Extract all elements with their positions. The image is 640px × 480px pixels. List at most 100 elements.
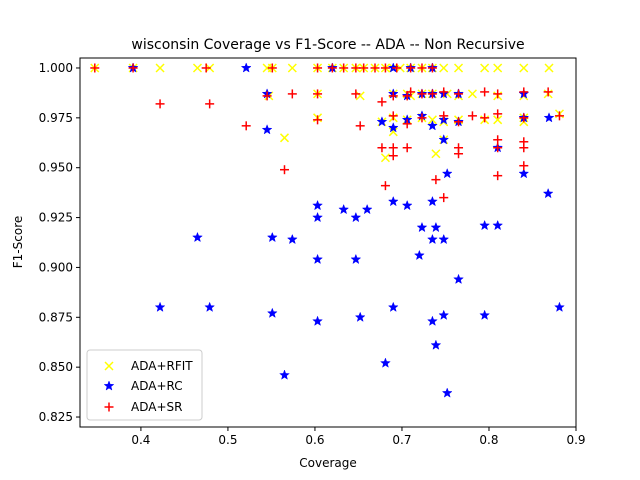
legend-markers — [103, 361, 115, 412]
y-tick-label: 0.950 — [39, 161, 73, 175]
sr-point — [370, 63, 380, 73]
rc-point — [413, 249, 425, 261]
rc-point — [401, 199, 413, 211]
rc-point — [354, 311, 366, 322]
sr-point — [90, 63, 100, 73]
rc-point — [426, 195, 438, 207]
x-axis-label: Coverage — [299, 456, 357, 470]
sr-point — [519, 137, 529, 147]
sr-point — [454, 149, 464, 159]
sr-point — [388, 151, 398, 161]
rc-point — [438, 233, 450, 245]
rc-point — [441, 387, 453, 398]
rc-point — [479, 309, 491, 320]
x-tick-label: 0.9 — [566, 433, 585, 447]
x-tick-label: 0.7 — [392, 433, 411, 447]
sr-point — [262, 91, 272, 101]
sr-point — [313, 63, 323, 73]
rc-point — [312, 211, 323, 223]
sr-point — [417, 113, 427, 123]
sr-point — [480, 87, 490, 97]
rc-point — [387, 301, 399, 312]
rfit-point — [431, 149, 441, 159]
sr-point — [417, 63, 427, 73]
sr-point — [454, 117, 464, 127]
rfit-point — [279, 133, 290, 143]
legend-label-rfit: ADA+RFIT — [131, 359, 193, 373]
sr-point — [493, 109, 503, 119]
rc-point — [426, 120, 438, 131]
rc-point — [312, 199, 323, 211]
rfit-point — [493, 115, 503, 125]
sr-point — [493, 135, 503, 145]
sr-point — [380, 181, 390, 191]
sr-point — [355, 121, 365, 131]
sr-point — [519, 161, 529, 171]
rfit-point — [192, 63, 203, 73]
sr-point — [205, 99, 215, 109]
sr-point — [287, 89, 297, 99]
legend-marker-sr — [104, 402, 114, 412]
sr-point — [388, 111, 398, 121]
sr-point — [493, 143, 503, 153]
rc-point — [376, 116, 388, 127]
rfit-point — [480, 63, 490, 73]
rc-point — [350, 211, 362, 223]
rc-point — [387, 122, 399, 133]
rfit-point — [544, 63, 554, 73]
y-tick-label: 0.975 — [39, 111, 73, 125]
y-tick-label: 0.875 — [39, 310, 73, 324]
rc-point — [279, 369, 290, 380]
rfit-point — [155, 63, 165, 73]
rc-point — [438, 309, 450, 320]
legend-label-sr: ADA+SR — [131, 400, 182, 414]
sr-point — [467, 111, 477, 121]
sr-point — [543, 87, 553, 97]
y-tick-label: 0.825 — [39, 410, 73, 424]
x-tick-label: 0.5 — [218, 433, 237, 447]
sr-point — [454, 89, 464, 99]
sr-point — [392, 63, 402, 73]
rc-point — [426, 315, 438, 326]
sr-point — [351, 63, 361, 73]
rfit-point — [287, 63, 297, 73]
rc-point — [430, 339, 442, 350]
rfit-point — [427, 115, 437, 125]
rfit-point — [453, 63, 464, 73]
rc-point — [543, 112, 555, 123]
sr-point — [377, 143, 387, 153]
plot-frame — [79, 57, 577, 428]
rc-point — [441, 167, 453, 179]
rfit-point — [519, 63, 529, 73]
sr-point — [519, 113, 529, 123]
sr-point — [279, 165, 289, 175]
sr-point — [417, 89, 427, 99]
x-axis: 0.4 0.5 0.6 0.7 0.8 0.9 — [131, 427, 586, 447]
sr-point — [554, 111, 564, 121]
rc-point — [426, 233, 438, 245]
rc-point — [204, 301, 216, 312]
sr-point — [439, 87, 449, 97]
rc-point — [312, 253, 323, 265]
sr-point — [427, 63, 437, 73]
rc-point — [438, 134, 450, 145]
sr-point — [431, 175, 441, 185]
y-tick-label: 0.925 — [39, 211, 73, 225]
legend: ADA+RFIT ADA+RC ADA+SR — [86, 349, 203, 421]
rc-point — [350, 253, 362, 265]
rc-point — [542, 187, 554, 199]
sr-point — [519, 87, 529, 97]
rc-point — [266, 307, 278, 318]
sr-point — [380, 63, 390, 73]
y-tick-label: 1.000 — [39, 61, 73, 75]
sr-point — [351, 89, 361, 99]
sr-point — [406, 63, 416, 73]
sr-point — [267, 63, 277, 73]
sr-point — [313, 115, 323, 125]
x-tick-label: 0.6 — [305, 433, 324, 447]
rc-point — [416, 221, 428, 233]
plot-area — [90, 62, 565, 398]
sr-point — [402, 119, 412, 129]
sr-point — [439, 193, 449, 203]
